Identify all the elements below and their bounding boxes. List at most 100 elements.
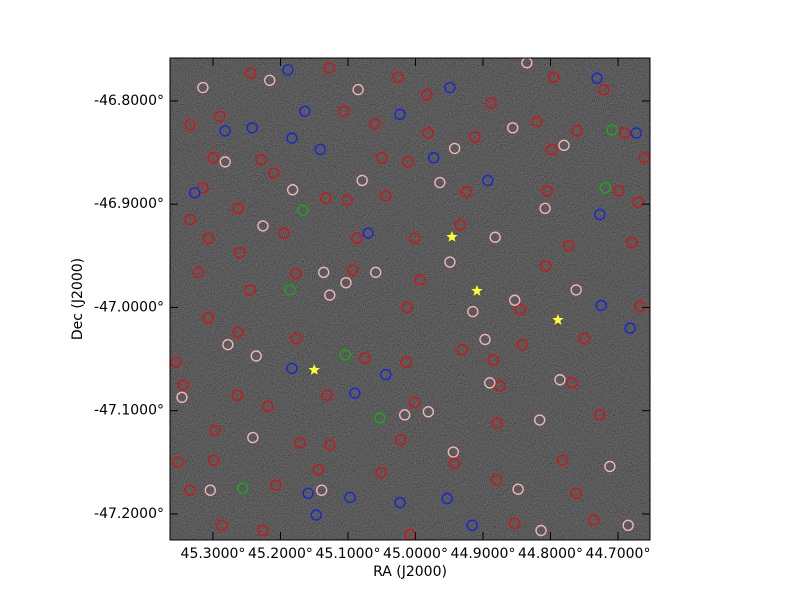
circle-marker (588, 514, 600, 526)
circle-marker (594, 409, 606, 421)
circle-marker (284, 284, 296, 296)
circle-marker (428, 152, 440, 164)
circle-marker (599, 181, 611, 194)
circle-marker (317, 266, 330, 279)
circle-marker (286, 132, 298, 144)
circle-marker (447, 446, 460, 458)
y-axis-label: Dec (J2000) (70, 258, 86, 340)
circle-marker (434, 176, 446, 189)
circle-marker (362, 227, 374, 239)
circle-marker (250, 350, 262, 362)
circle-marker (469, 131, 481, 143)
star-marker (471, 284, 483, 296)
circle-marker (548, 71, 560, 83)
circle-marker (299, 105, 311, 117)
circle-marker (290, 332, 302, 345)
x-tick-label: 45.0000° (383, 546, 448, 562)
x-tick-label: 45.2000° (248, 546, 313, 562)
circle-marker (247, 431, 259, 444)
circle-marker (558, 139, 570, 152)
circle-marker (278, 227, 290, 239)
circle-marker (591, 72, 603, 84)
circle-marker (392, 71, 404, 83)
circle-marker (570, 284, 582, 296)
circle-marker (369, 266, 382, 279)
circle-marker (409, 396, 421, 409)
circle-marker (282, 64, 294, 76)
x-axis-label: RA (J2000) (373, 564, 447, 580)
circle-marker (374, 412, 386, 424)
circle-marker (454, 219, 466, 231)
circle-marker (315, 484, 328, 496)
circle-marker (516, 338, 528, 351)
x-tick-label: 45.3000° (181, 546, 246, 562)
circle-marker (512, 483, 524, 495)
circle-marker (207, 454, 220, 466)
circle-marker (485, 97, 497, 109)
circle-marker (394, 496, 406, 509)
circle-marker (571, 125, 583, 137)
circle-marker (509, 294, 521, 306)
circle-marker (244, 284, 256, 296)
circle-marker (466, 519, 478, 532)
circle-marker (570, 487, 582, 500)
circle-marker (409, 232, 421, 244)
circle-marker (222, 338, 234, 351)
circle-marker (351, 232, 363, 244)
circle-marker (231, 389, 243, 401)
circle-marker (344, 491, 356, 504)
circle-marker (324, 439, 336, 451)
circle-marker (270, 479, 282, 491)
circle-marker (232, 202, 244, 215)
circle-marker (257, 524, 269, 537)
y-tick-label: -46.9000° (94, 196, 164, 212)
circle-marker (369, 117, 381, 130)
circle-marker (421, 89, 433, 101)
circle-marker (578, 332, 590, 345)
circle-marker (294, 437, 306, 449)
star-marker (552, 313, 564, 325)
circle-marker (534, 414, 546, 426)
circle-marker (482, 174, 494, 187)
circle-marker (624, 322, 636, 334)
circle-marker (297, 204, 309, 217)
circle-marker (214, 110, 226, 123)
circle-marker (479, 333, 491, 346)
circle-marker (638, 152, 650, 164)
circle-marker (197, 81, 209, 94)
circle-marker (507, 122, 519, 134)
y-tick-label: -47.2000° (94, 506, 164, 522)
circle-marker (290, 267, 302, 280)
x-tick-label: 45.1000° (316, 546, 381, 562)
circle-marker (339, 349, 352, 361)
circle-marker (302, 487, 314, 500)
circle-marker (176, 391, 188, 403)
circle-marker (255, 154, 267, 166)
circle-marker (491, 417, 503, 429)
circle-marker (444, 256, 456, 268)
circle-marker (566, 377, 578, 389)
circle-marker (321, 389, 333, 401)
circle-marker (375, 466, 387, 479)
circle-marker (489, 231, 501, 243)
circle-marker (312, 463, 324, 476)
circle-marker (286, 184, 299, 196)
circle-marker (595, 299, 607, 312)
circle-marker (554, 374, 566, 386)
circle-marker (626, 236, 638, 249)
circle-marker (399, 409, 411, 421)
circle-marker (380, 368, 392, 381)
circle-marker (170, 356, 182, 368)
markers (170, 58, 650, 540)
circle-marker (236, 482, 249, 494)
circle-marker (531, 115, 543, 128)
circle-marker (314, 143, 327, 156)
circle-marker (400, 356, 412, 368)
circle-marker (356, 174, 368, 187)
circle-marker (612, 185, 625, 197)
circle-marker (286, 362, 298, 375)
circle-marker (340, 276, 352, 289)
circle-marker (320, 192, 332, 204)
y-tick-label: -47.1000° (94, 403, 164, 419)
